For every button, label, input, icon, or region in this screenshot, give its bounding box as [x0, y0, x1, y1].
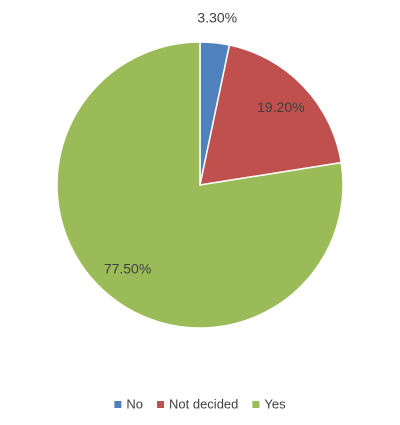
legend-label: Yes [264, 396, 286, 411]
pie-slice [56, 41, 344, 329]
legend-swatch [114, 401, 122, 408]
data-label: 77.50% [104, 261, 151, 277]
legend-label: Not decided [169, 396, 238, 411]
data-label: 3.30% [197, 10, 237, 26]
legend-swatch [157, 401, 165, 408]
legend-swatch [252, 401, 260, 408]
legend-label: No [126, 396, 143, 411]
pie-slice [199, 44, 343, 186]
data-label: 19.20% [257, 99, 304, 115]
